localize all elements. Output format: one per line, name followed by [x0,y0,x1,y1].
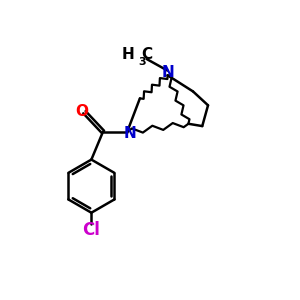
Text: Cl: Cl [82,221,100,239]
Text: O: O [76,103,88,118]
Text: N: N [124,125,136,140]
Text: 3: 3 [138,57,146,67]
Text: C: C [141,47,152,62]
Text: H: H [122,47,134,62]
Text: N: N [161,65,174,80]
